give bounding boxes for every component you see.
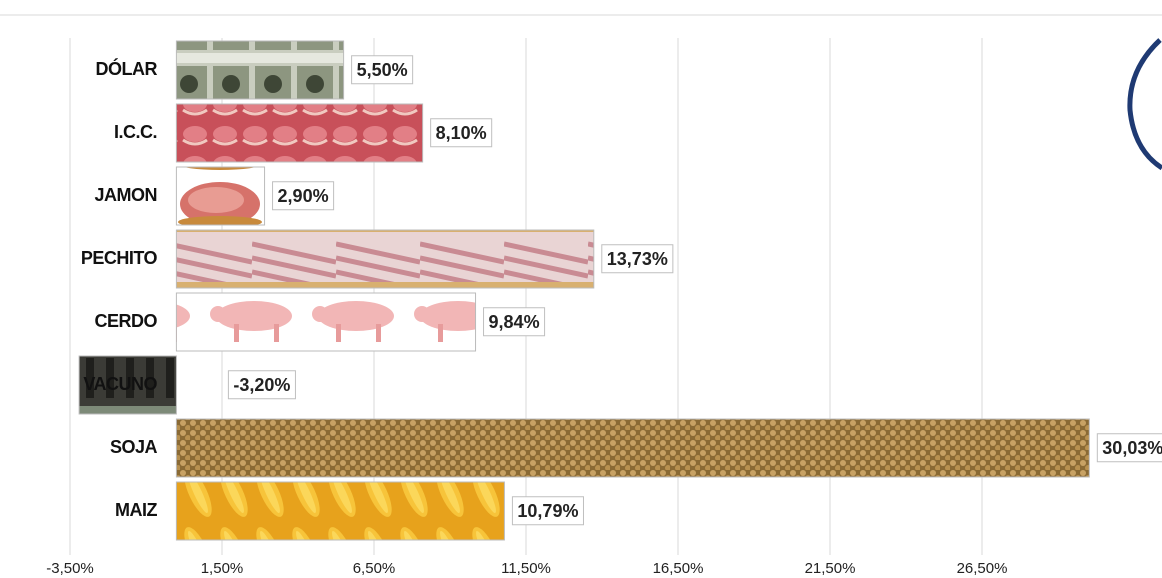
value-label-box bbox=[601, 244, 674, 274]
category-label: I.C.C. bbox=[114, 122, 157, 142]
value-label: 13,73% bbox=[607, 249, 668, 269]
x-tick-label: 21,50% bbox=[805, 560, 856, 577]
category-label: DÓLAR bbox=[96, 58, 158, 79]
category-label: PECHITO bbox=[81, 248, 158, 268]
value-label-box bbox=[430, 118, 493, 148]
value-label: 8,10% bbox=[436, 123, 487, 143]
value-label-box bbox=[227, 370, 296, 400]
value-label: 9,84% bbox=[489, 312, 540, 332]
value-label-box bbox=[351, 55, 414, 85]
x-tick-label: 26,50% bbox=[957, 560, 1008, 577]
category-label: JAMON bbox=[94, 185, 157, 205]
value-label-box bbox=[511, 496, 584, 526]
x-tick-label: 1,50% bbox=[201, 560, 244, 577]
x-tick-label: 11,50% bbox=[501, 560, 551, 577]
x-tick-label: -3,50% bbox=[46, 560, 94, 577]
value-label: -3,20% bbox=[233, 375, 290, 395]
value-label: 2,90% bbox=[278, 186, 329, 206]
value-label: 5,50% bbox=[357, 60, 408, 80]
value-label-box bbox=[483, 307, 546, 337]
category-label: MAIZ bbox=[115, 500, 157, 520]
bar bbox=[175, 166, 266, 226]
value-label: 30,03% bbox=[1102, 438, 1162, 458]
x-tick-label: 16,50% bbox=[653, 560, 704, 577]
bar bbox=[175, 229, 595, 289]
category-label: SOJA bbox=[110, 437, 158, 457]
bar bbox=[175, 418, 1090, 478]
x-tick-label: 6,50% bbox=[353, 560, 396, 577]
bar bbox=[175, 103, 424, 163]
value-label-box bbox=[272, 181, 335, 211]
logo bbox=[1127, 38, 1162, 171]
category-label: CERDO bbox=[94, 311, 157, 331]
bar bbox=[175, 40, 345, 100]
category-label: VACUNO bbox=[83, 374, 157, 394]
value-label-box bbox=[1096, 433, 1162, 463]
bar bbox=[175, 481, 505, 541]
bar bbox=[175, 292, 477, 352]
value-label: 10,79% bbox=[517, 501, 578, 521]
bar bbox=[78, 355, 177, 415]
